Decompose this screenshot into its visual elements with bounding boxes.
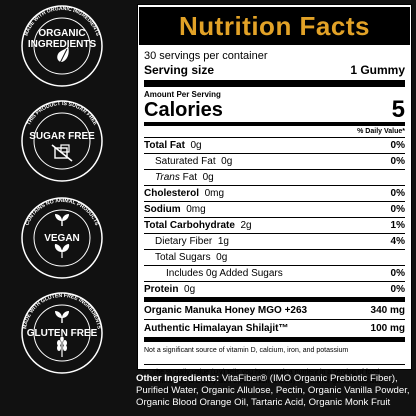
extra-label: Organic Manuka Honey MGO +263	[144, 305, 308, 316]
nutrient-label: Saturated Fat	[155, 156, 216, 167]
extra-value: 100 mg	[370, 323, 405, 334]
leaf-icon	[57, 46, 69, 64]
footnote-text: The % Daily Value (DV) tells you how muc…	[152, 368, 383, 394]
servings-per-container: 30 servings per container	[144, 50, 268, 62]
nutrient-label: Total Sugars	[155, 252, 211, 263]
badge-ring: MADE WITH GLUTEN FREE INGREDIENTS	[21, 292, 103, 374]
nutrient-amount: 0g	[221, 156, 233, 167]
nutrition-facts-panel: Nutrition Facts 30 servings per containe…	[137, 4, 412, 394]
ingredients-text: VitaFiber® (IMO Organic Prebiotic Fiber)…	[136, 373, 410, 409]
nutrient-row-protein: Protein 0g 0%	[144, 282, 405, 302]
serving-size-value: 1 Gummy	[350, 63, 405, 77]
nutrient-dv: 0%	[390, 268, 405, 279]
badge-column: MADE WITH ORGANIC INGREDIENTS ORGANIC IN…	[0, 0, 128, 380]
serving-size-row: Serving size 1 Gummy	[144, 62, 405, 87]
nutrient-dv: 0%	[390, 140, 405, 151]
badge-vegan: CONTAINS NO ANIMAL PRODUCTS VEGAN	[14, 196, 110, 280]
nutrient-row-cholesterol: Cholesterol 0mg 0%	[144, 186, 405, 202]
nutrient-dv: 0%	[390, 284, 405, 295]
nutrient-dv: 0%	[390, 204, 405, 215]
nutrient-label: Cholesterol	[144, 188, 200, 199]
nutrient-row-saturated-fat: Saturated Fat 0g 0%	[144, 154, 405, 170]
nutrient-amount: 0g	[184, 284, 196, 295]
nutrient-row-dietary-fiber: Dietary Fiber 1g 4%	[144, 234, 405, 250]
badge-ring: THIS PRODUCT IS SUGAR FREE	[21, 100, 103, 182]
badge-title: ORGANIC	[38, 28, 86, 39]
nutrient-amount: 0g	[216, 252, 228, 263]
badge-ring: CONTAINS NO ANIMAL PRODUCTS	[21, 197, 103, 279]
nutrient-label: Dietary Fiber	[155, 236, 213, 247]
calories-value: 5	[391, 96, 405, 123]
nutrient-label-2: Fat	[182, 172, 198, 183]
badge-title-line2: INGREDIENTS	[27, 39, 97, 50]
sugar-cube-crossed-icon	[51, 144, 73, 162]
other-ingredients: Other Ingredients: VitaFiber® (IMO Organ…	[136, 373, 414, 410]
sprout-icon	[54, 214, 70, 258]
badge-organic: MADE WITH ORGANIC INGREDIENTS ORGANIC IN…	[14, 4, 110, 88]
wheat-icon	[57, 336, 67, 357]
nutrient-dv: 0%	[390, 156, 405, 167]
extra-value: 340 mg	[370, 305, 405, 316]
footnote-star: *	[144, 368, 147, 376]
calories-label: Calories	[144, 99, 223, 121]
nutrient-label: Sodium	[144, 204, 181, 215]
svg-text:MADE WITH GLUTEN FREE INGREDIE: MADE WITH GLUTEN FREE INGREDIENTS	[22, 293, 102, 330]
nutrient-label: Total Fat	[144, 140, 185, 151]
calories-row: Calories 5	[144, 96, 405, 126]
nutrient-label: Total Carbohydrate	[144, 220, 235, 231]
extra-row-manuka-honey: Organic Manuka Honey MGO +263 340 mg	[144, 302, 405, 320]
badge-ring-text: MADE WITH GLUTEN FREE INGREDIENTS	[22, 293, 102, 330]
nutrient-amount: 1g	[217, 236, 229, 247]
badge-title: GLUTEN FREE	[26, 328, 98, 339]
nutrient-row-trans-fat: Trans Fat 0g	[144, 170, 405, 186]
svg-text:THIS PRODUCT IS SUGAR FREE: THIS PRODUCT IS SUGAR FREE	[26, 101, 98, 127]
nutrient-amount: 0g	[190, 140, 202, 151]
nutrient-amount: 2g	[240, 220, 252, 231]
nutrient-label: Protein	[144, 284, 179, 295]
badge-ring-text: THIS PRODUCT IS SUGAR FREE	[26, 101, 98, 127]
badge-gluten-free: MADE WITH GLUTEN FREE INGREDIENTS GLUTEN…	[14, 291, 110, 375]
extra-label: Authentic Himalayan Shilajit™	[144, 323, 289, 334]
nutrient-amount: 0g	[202, 172, 214, 183]
nutrient-label: Trans	[155, 172, 180, 183]
amount-per-serving: Amount Per Serving	[144, 90, 221, 99]
panel-title: Nutrition Facts	[139, 7, 410, 45]
nutrient-dv: 4%	[390, 236, 405, 247]
nutrient-row-sodium: Sodium 0mg 0%	[144, 202, 405, 218]
nutrient-dv: 1%	[390, 220, 405, 231]
nutrient-amount: 0mg	[186, 204, 206, 215]
nutrient-row-added-sugars: Includes 0g Added Sugars 0%	[144, 266, 405, 282]
serving-size-label: Serving size	[144, 63, 215, 77]
nutrient-row-total-carbohydrate: Total Carbohydrate 2g 1%	[144, 218, 405, 234]
nutrient-amount: 0mg	[204, 188, 225, 199]
nutrient-row-total-fat: Total Fat 0g 0%	[144, 138, 405, 154]
nutrient-label: Includes 0g Added Sugars	[166, 268, 283, 279]
ingredients-label: Other Ingredients:	[136, 373, 220, 384]
daily-value-footnote: * The % Daily Value (DV) tells you how m…	[144, 363, 405, 395]
daily-value-header: % Daily Value*	[144, 126, 405, 138]
badge-title: SUGAR FREE	[29, 131, 95, 142]
nutrient-dv: 0%	[390, 188, 405, 199]
nutrient-row-total-sugars: Total Sugars 0g	[144, 250, 405, 266]
badge-sugar-free: THIS PRODUCT IS SUGAR FREE SUGAR FREE	[14, 99, 110, 183]
badge-ring: MADE WITH ORGANIC INGREDIENTS	[21, 5, 103, 87]
sprout-icon	[55, 311, 69, 323]
panel-note: Not a significant source of vitamin D, c…	[144, 347, 349, 354]
extra-row-shilajit: Authentic Himalayan Shilajit™ 100 mg	[144, 320, 405, 342]
badge-title: VEGAN	[44, 233, 80, 244]
